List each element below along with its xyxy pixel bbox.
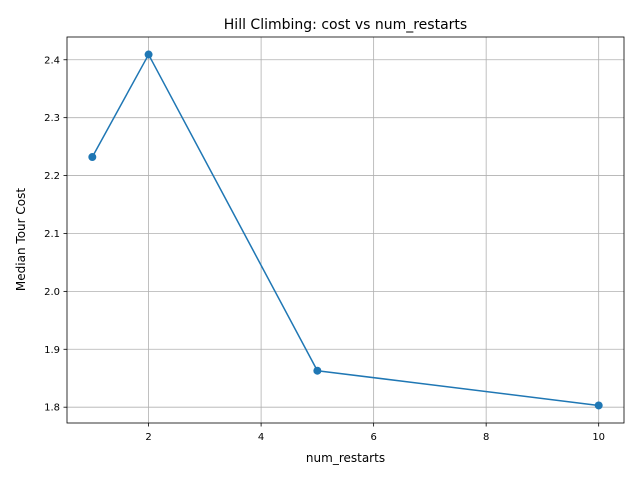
data-point-marker [144, 50, 153, 59]
x-tick-label: 4 [258, 432, 264, 443]
x-axis-label: num_restarts [306, 451, 385, 465]
x-tick-label: 10 [592, 432, 605, 443]
y-axis-ticks: 1.8 1.9 2.0 2.1 2.2 2.3 2.4 [44, 55, 67, 414]
x-tick-label: 8 [483, 432, 489, 443]
y-axis-label: Median Tour Cost [14, 188, 28, 291]
x-tick-label: 6 [370, 432, 376, 443]
y-tick-label: 2.1 [44, 229, 60, 240]
y-tick-label: 2.3 [44, 113, 60, 124]
y-tick-label: 2.2 [44, 171, 60, 182]
data-series [88, 50, 603, 410]
series-line [91, 53, 599, 407]
chart-title: Hill Climbing: cost vs num_restarts [224, 17, 467, 33]
y-tick-label: 1.8 [44, 403, 60, 414]
y-tick-label: 2.4 [44, 55, 60, 66]
y-tick-label: 2.0 [44, 287, 60, 298]
data-point-marker [313, 366, 322, 375]
data-point-marker [594, 401, 603, 410]
x-axis-ticks: 2 4 6 8 10 [145, 423, 605, 443]
plot-frame [66, 36, 625, 424]
grid-lines [67, 37, 624, 423]
data-point-marker [88, 153, 97, 162]
y-tick-label: 1.9 [44, 345, 60, 356]
x-tick-label: 2 [145, 432, 151, 443]
